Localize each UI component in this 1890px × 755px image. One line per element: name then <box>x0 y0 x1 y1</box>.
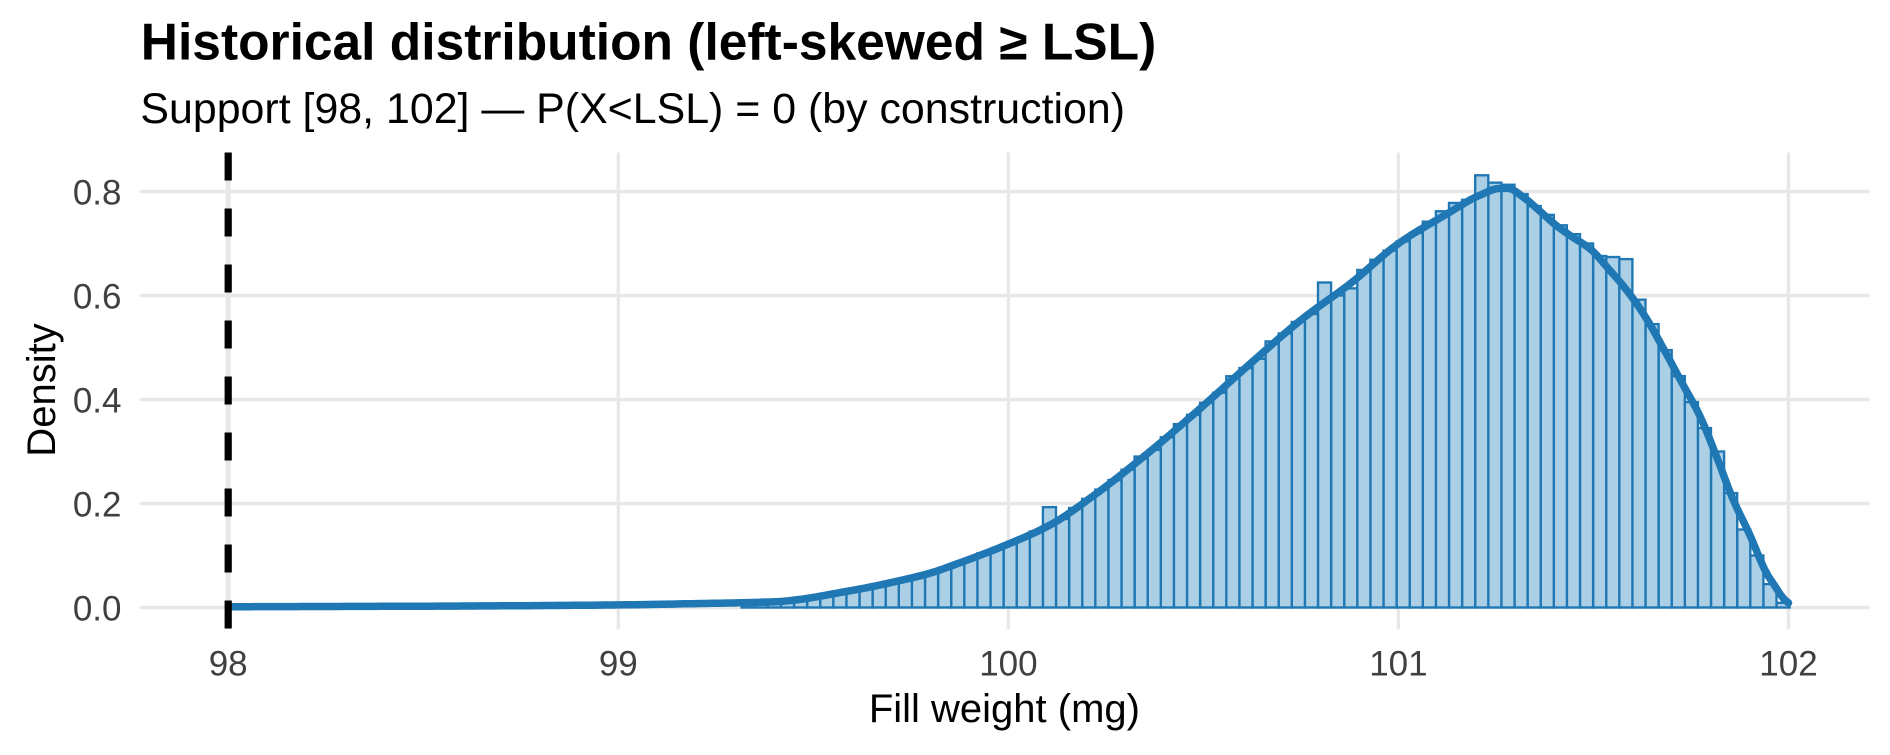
svg-text:102: 102 <box>1759 644 1817 683</box>
svg-text:0.8: 0.8 <box>73 174 122 213</box>
svg-text:0.2: 0.2 <box>73 486 122 525</box>
svg-text:98: 98 <box>209 644 248 683</box>
svg-text:0.4: 0.4 <box>73 382 122 421</box>
svg-text:0.0: 0.0 <box>73 590 122 629</box>
svg-text:100: 100 <box>979 644 1037 683</box>
svg-text:0.6: 0.6 <box>73 278 122 317</box>
svg-text:Fill weight (mg): Fill weight (mg) <box>869 687 1140 731</box>
svg-text:Support [98, 102] — P(X<LSL) =: Support [98, 102] — P(X<LSL) = 0 (by con… <box>140 85 1125 133</box>
svg-text:101: 101 <box>1369 644 1427 683</box>
svg-text:Historical distribution (left-: Historical distribution (left-skewed ≥ L… <box>141 13 1156 71</box>
svg-text:Density: Density <box>20 323 64 456</box>
svg-text:99: 99 <box>599 644 638 683</box>
